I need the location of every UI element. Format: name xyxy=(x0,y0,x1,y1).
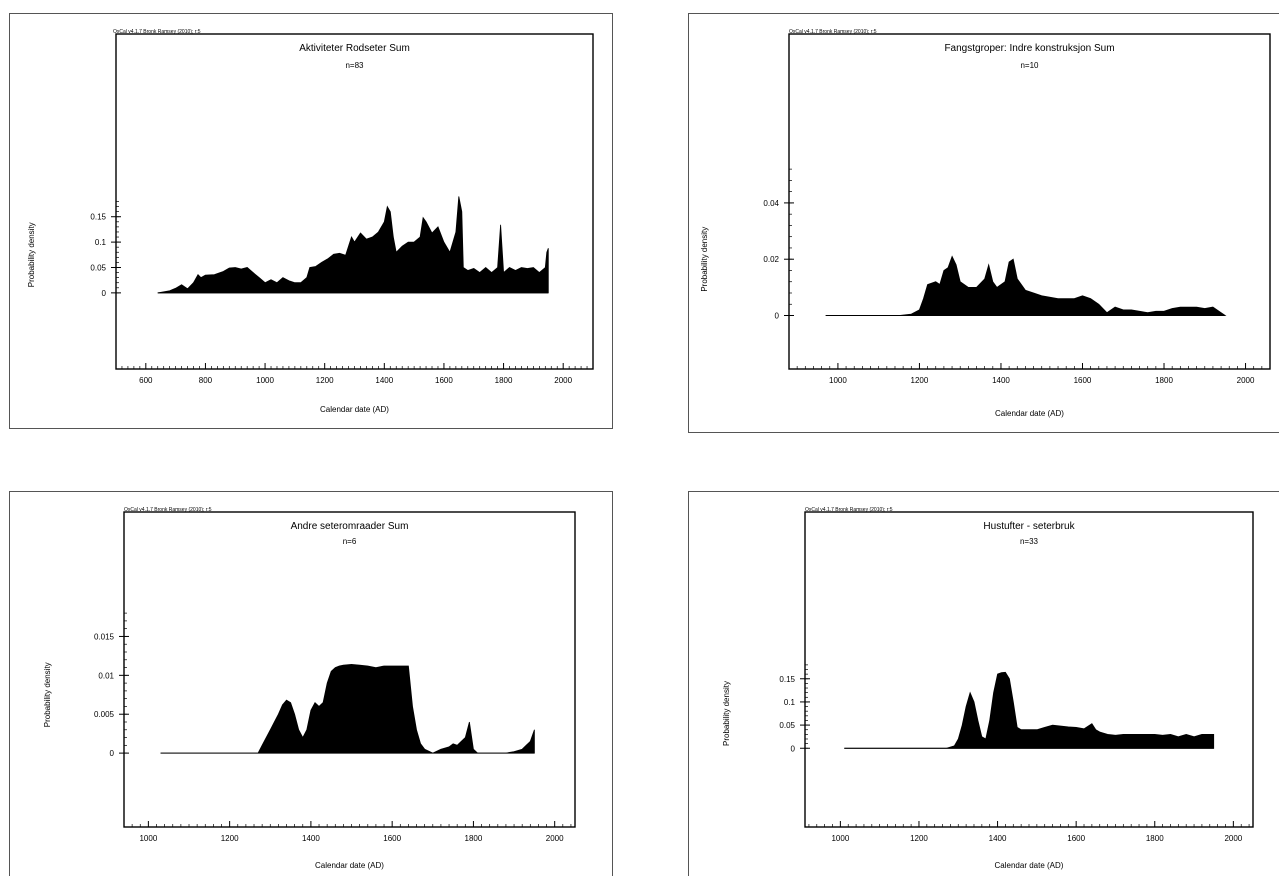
chart2-x-axis-label: Calendar date (AD) xyxy=(315,861,384,870)
chart2-x-tick-label: 1000 xyxy=(139,834,157,843)
chart3-x-tick-label: 1800 xyxy=(1146,834,1164,843)
chart3-x-tick-label: 1600 xyxy=(1067,834,1085,843)
chart2-density-area xyxy=(160,663,535,754)
chart2-y-tick-label: 0.01 xyxy=(98,671,114,680)
chart-panel-hustufter: OxCal v4.1.7 Bronk Ramsey (2010); r:5 Hus… xyxy=(688,491,1279,876)
chart2-x-tick-label: 1600 xyxy=(383,834,401,843)
chart0-plot-frame xyxy=(115,33,594,370)
chart2-y-axis-label: Probability density xyxy=(43,662,52,727)
chart2-subtitle: n=6 xyxy=(343,537,357,546)
chart3-x-tick-label: 2000 xyxy=(1224,834,1242,843)
chart0-title: Aktiviteter Rodseter Sum xyxy=(299,43,410,54)
chart2-x-tick-label: 1400 xyxy=(302,834,320,843)
chart0-y-tick-label: 0.1 xyxy=(95,238,107,247)
chart1-y-tick-label: 0.02 xyxy=(763,255,779,264)
chart1-y-tick-label: 0 xyxy=(775,312,780,321)
chart1-plot-frame xyxy=(788,33,1271,370)
chart2-x-tick-label: 1200 xyxy=(221,834,239,843)
chart3-x-tick-label: 1200 xyxy=(910,834,928,843)
chart1-subtitle: n=10 xyxy=(1020,61,1039,70)
chart0-x-tick-label: 1000 xyxy=(256,376,274,385)
chart3-credit: OxCal v4.1.7 Bronk Ramsey (2010); r:5 xyxy=(805,507,893,513)
chart3-y-axis-label: Probability density xyxy=(722,681,731,746)
chart-panel-aktiviteter: OxCal v4.1.7 Bronk Ramsey (2010); r:5 Akt… xyxy=(9,13,613,429)
chart3-plot-frame xyxy=(804,511,1254,828)
chart1-x-axis-label: Calendar date (AD) xyxy=(995,409,1064,418)
chart1-x-tick-label: 1200 xyxy=(911,376,929,385)
chart0-y-axis-label: Probability density xyxy=(27,222,36,287)
chart1-density-area xyxy=(825,255,1227,316)
chart1-x-tick-label: 1400 xyxy=(992,376,1010,385)
chart0-x-tick-label: 800 xyxy=(199,376,213,385)
chart3-y-tick-label: 0.05 xyxy=(779,721,795,730)
chart0-x-tick-label: 600 xyxy=(139,376,153,385)
chart0-x-tick-label: 1400 xyxy=(375,376,393,385)
chart2-y-tick-label: 0.005 xyxy=(94,710,115,719)
chart1-title: Fangstgroper: Indre konstruksjon Sum xyxy=(944,43,1114,54)
chart0-y-tick-label: 0 xyxy=(102,289,107,298)
chart0-density-area xyxy=(157,196,549,294)
chart1-y-tick-label: 0.04 xyxy=(763,199,779,208)
chart3-y-tick-label: 0.15 xyxy=(779,675,795,684)
chart0-x-axis-label: Calendar date (AD) xyxy=(320,405,389,414)
chart-panel-fangstgroper: OxCal v4.1.7 Bronk Ramsey (2010); r:5 Fan… xyxy=(688,13,1279,433)
chart3-y-tick-label: 0.1 xyxy=(784,698,796,707)
chart1-x-tick-label: 1000 xyxy=(829,376,847,385)
chart-panel-andre-seteromraader: OxCal v4.1.7 Bronk Ramsey (2010); r:5 And… xyxy=(9,491,613,876)
chart1-credit: OxCal v4.1.7 Bronk Ramsey (2010); r:5 xyxy=(789,29,877,35)
chart0-x-tick-label: 1600 xyxy=(435,376,453,385)
chart0-subtitle: n=83 xyxy=(345,61,364,70)
chart1-x-tick-label: 1800 xyxy=(1155,376,1173,385)
chart1-x-tick-label: 1600 xyxy=(1074,376,1092,385)
chart3-x-tick-label: 1000 xyxy=(831,834,849,843)
chart2-y-tick-label: 0.015 xyxy=(94,632,115,641)
chart1-y-axis-label: Probability density xyxy=(700,227,709,292)
chart1-x-tick-label: 2000 xyxy=(1237,376,1255,385)
chart2-y-tick-label: 0 xyxy=(110,749,115,758)
chart0-y-tick-label: 0.05 xyxy=(90,263,106,272)
chart3-subtitle: n=33 xyxy=(1020,537,1039,546)
chart2-credit: OxCal v4.1.7 Bronk Ramsey (2010); r:5 xyxy=(124,507,212,513)
chart0-x-tick-label: 2000 xyxy=(554,376,572,385)
chart3-y-tick-label: 0 xyxy=(791,744,796,753)
chart2-plot-frame xyxy=(123,511,576,828)
chart0-credit: OxCal v4.1.7 Bronk Ramsey (2010); r:5 xyxy=(113,29,201,35)
chart3-title: Hustufter - seterbruk xyxy=(983,521,1075,532)
chart2-x-tick-label: 2000 xyxy=(546,834,564,843)
chart0-y-tick-label: 0.15 xyxy=(90,213,106,222)
chart3-density-area xyxy=(844,671,1215,749)
chart2-title: Andre seteromraader Sum xyxy=(291,521,409,532)
chart3-x-axis-label: Calendar date (AD) xyxy=(995,861,1064,870)
chart0-x-tick-label: 1200 xyxy=(316,376,334,385)
chart2-x-tick-label: 1800 xyxy=(465,834,483,843)
chart3-x-tick-label: 1400 xyxy=(989,834,1007,843)
chart0-x-tick-label: 1800 xyxy=(495,376,513,385)
